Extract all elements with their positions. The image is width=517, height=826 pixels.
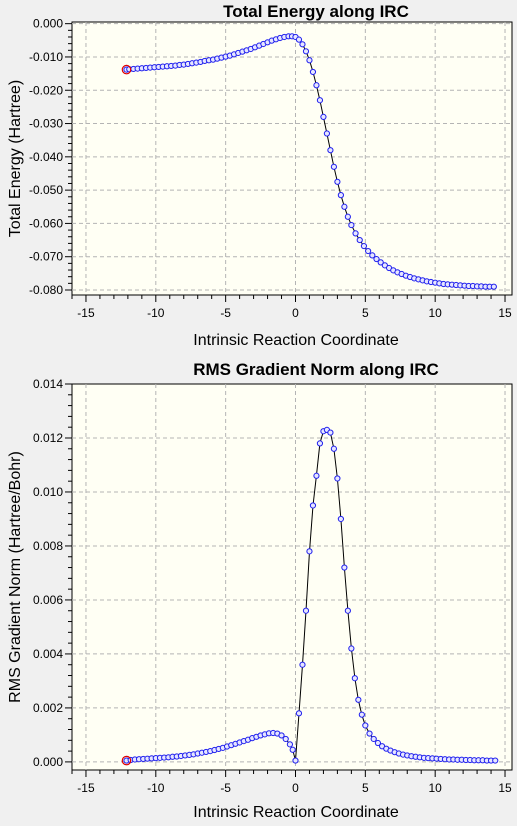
x-axis-label: Intrinsic Reaction Coordinate	[193, 804, 399, 821]
data-point	[365, 247, 372, 255]
plot-area	[71, 21, 513, 296]
data-point	[334, 178, 341, 185]
data-point	[286, 741, 294, 748]
x-tick-label: 5	[362, 306, 369, 320]
data-point	[302, 48, 310, 55]
data-point	[337, 192, 344, 199]
x-tick-label: 15	[498, 781, 512, 795]
y-tick-label: -0.040	[29, 150, 63, 164]
data-point	[289, 746, 296, 753]
data-point	[344, 213, 351, 220]
data-point	[356, 236, 363, 244]
data-point	[348, 221, 355, 229]
data-point	[337, 515, 344, 523]
data-point	[299, 661, 306, 668]
data-point	[352, 230, 359, 237]
data-point	[295, 36, 303, 43]
data-point	[313, 82, 320, 89]
data-point	[309, 68, 317, 76]
data-point	[348, 645, 355, 652]
data-point	[323, 130, 331, 137]
data-point	[316, 440, 324, 447]
data-point	[366, 730, 373, 737]
data-point	[355, 696, 362, 703]
data-point	[341, 564, 348, 571]
data-point	[341, 203, 348, 210]
chart-title: RMS Gradient Norm along IRC	[193, 360, 439, 379]
data-point	[320, 113, 327, 120]
x-axis-label: Intrinsic Reaction Coordinate	[193, 332, 399, 349]
y-tick-label: 0.002	[33, 701, 63, 715]
x-tick-label: -10	[147, 306, 165, 320]
y-tick-label: -0.030	[29, 117, 63, 131]
data-point	[278, 732, 285, 739]
y-tick-label: -0.080	[29, 283, 63, 297]
data-point	[327, 429, 334, 436]
y-tick-label: 0.008	[33, 539, 63, 553]
highlighted-point	[121, 64, 132, 75]
data-point	[358, 711, 365, 718]
data-point	[381, 262, 388, 269]
highlighted-point	[121, 755, 132, 766]
data-point	[330, 163, 338, 170]
data-point	[374, 739, 382, 747]
x-tick-label: 5	[362, 781, 369, 795]
x-tick-label: -10	[147, 781, 165, 795]
data-point	[351, 675, 358, 682]
data-point	[292, 757, 299, 764]
data-point	[490, 283, 497, 290]
data-point	[377, 259, 384, 266]
chart-2: -15 -10 -5 0 5 10 15 0.000 0.002 0.004 0.006 0.008 0…	[7, 360, 513, 821]
x-tick-label: -15	[77, 781, 95, 795]
y-tick-label: 0.012	[33, 431, 63, 445]
y-tick-label: -0.010	[29, 50, 63, 64]
data-point	[299, 41, 306, 48]
data-point	[306, 57, 313, 64]
chart-1: -15 -10 -5 0 5 10 15 0.000 -0.010 -0.020 -0.030 -0.…	[7, 2, 513, 349]
y-axis-label: RMS Gradient Norm (Hartree/Bohr)	[7, 451, 24, 703]
x-tick-label: -5	[220, 781, 231, 795]
data-point	[373, 255, 380, 263]
data-point	[370, 735, 377, 743]
data-point	[282, 735, 289, 743]
data-point	[369, 252, 376, 259]
plot-area	[71, 383, 513, 771]
y-tick-label: -0.070	[29, 250, 63, 264]
y-tick-label: 0.000	[33, 755, 63, 769]
chart-title: Total Energy along IRC	[223, 2, 409, 21]
y-tick-label: 0.006	[33, 593, 63, 607]
x-tick-label: 15	[498, 306, 512, 320]
x-tick-label: -15	[77, 306, 95, 320]
x-tick-label: 10	[428, 306, 442, 320]
y-tick-label: 0.014	[33, 377, 63, 391]
y-tick-label: 0.010	[33, 485, 63, 499]
x-tick-label: -5	[220, 306, 231, 320]
y-tick-label: 0.000	[33, 17, 63, 31]
data-point	[344, 607, 351, 614]
data-point	[360, 242, 368, 250]
y-tick-label: -0.020	[29, 83, 63, 97]
data-point	[492, 757, 499, 764]
data-point	[313, 472, 320, 479]
x-tick-label: 0	[292, 306, 299, 320]
x-tick-label: 10	[428, 781, 442, 795]
y-tick-label: 0.004	[33, 647, 63, 661]
y-tick-label: -0.050	[29, 183, 63, 197]
data-point	[302, 607, 310, 614]
data-point	[316, 97, 324, 104]
data-point	[334, 475, 341, 482]
y-tick-label: -0.060	[29, 216, 63, 230]
data-point	[309, 502, 317, 509]
data-point	[362, 722, 369, 729]
data-point	[330, 445, 338, 452]
x-tick-label: 0	[292, 781, 299, 795]
data-point	[306, 548, 313, 555]
data-point	[327, 147, 334, 154]
data-point	[295, 710, 303, 717]
y-axis-label: Total Energy (Hartree)	[7, 80, 24, 237]
